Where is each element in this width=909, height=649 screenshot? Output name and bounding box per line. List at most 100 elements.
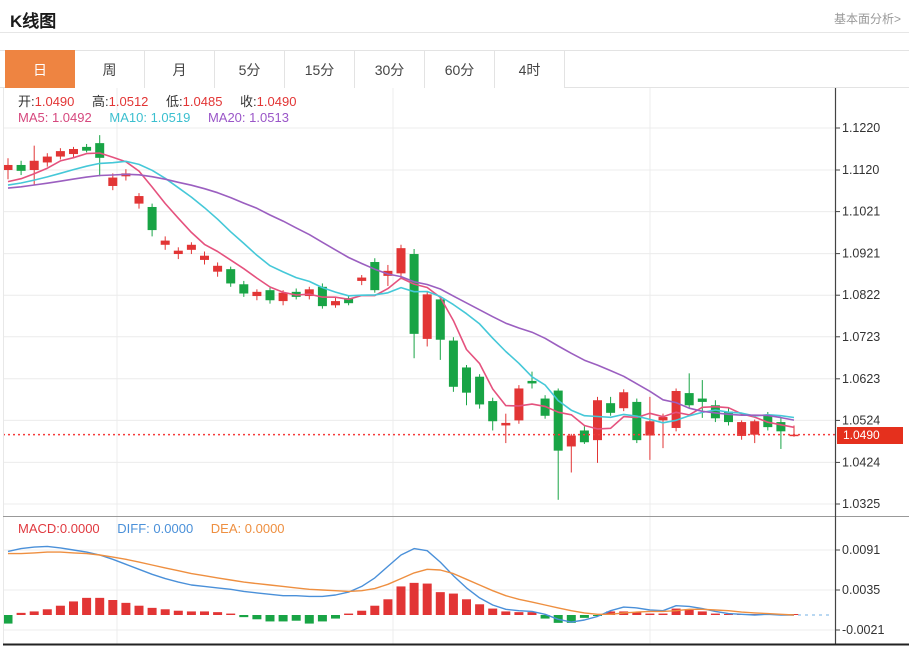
candle-body — [645, 421, 655, 436]
y-axis-label: 1.0524 — [842, 413, 880, 427]
macd-bar — [710, 613, 720, 615]
ma5-line — [7, 152, 795, 430]
chart-area: 1.1220 1.1120 1.1021 1.0921 1.0822 1.0723 1.06… — [0, 87, 909, 649]
candle-body — [632, 401, 642, 441]
macd-bar — [186, 611, 196, 615]
y-axis-label: 1.0325 — [842, 497, 880, 511]
macd-bar — [278, 615, 288, 622]
candle-body — [422, 294, 432, 339]
candle-body — [409, 254, 419, 334]
macd-bar — [29, 611, 39, 615]
macd-bar — [527, 612, 537, 615]
macd-bar — [317, 615, 327, 622]
candle-body — [82, 146, 92, 151]
y-axis-label: 1.1021 — [842, 205, 880, 219]
macd-bar — [3, 615, 13, 624]
candle-body — [42, 156, 52, 163]
macd-bar — [383, 599, 393, 615]
candle-body — [95, 143, 105, 158]
candle-body — [331, 301, 340, 306]
candle-body — [278, 292, 288, 302]
candle-body — [553, 390, 563, 451]
tab-日[interactable]: 日 — [5, 50, 75, 88]
candle-body — [16, 164, 26, 171]
y-axis-label: 0.0091 — [842, 543, 880, 557]
y-axis-label: 1.0723 — [842, 330, 880, 344]
macd-bar — [331, 615, 340, 619]
candle-body — [226, 269, 236, 284]
tab-4时[interactable]: 4时 — [495, 50, 565, 88]
candle-body — [619, 392, 629, 409]
candle-body — [213, 265, 223, 272]
candle-body — [252, 291, 262, 297]
macd-bar — [147, 607, 157, 615]
candle-body — [448, 340, 458, 387]
candle-body — [69, 149, 78, 155]
candle-body — [475, 376, 485, 405]
tab-周[interactable]: 周 — [75, 50, 145, 88]
macd-bar — [173, 610, 183, 615]
tab-15分[interactable]: 15分 — [285, 50, 355, 88]
macd-bar — [357, 610, 367, 615]
macd-bar — [265, 615, 275, 622]
macd-bar — [200, 611, 209, 615]
tab-30分[interactable]: 30分 — [355, 50, 425, 88]
tab-60分[interactable]: 60分 — [425, 50, 495, 88]
y-axis-label: -0.0021 — [842, 623, 884, 637]
macd-bar — [213, 612, 223, 615]
candle-body — [173, 250, 183, 255]
candle-body — [357, 277, 367, 281]
tab-月[interactable]: 月 — [145, 50, 215, 88]
candle-body — [435, 299, 445, 340]
ma10-line — [7, 160, 795, 424]
candle-body — [396, 248, 406, 274]
candle-body — [606, 403, 616, 413]
macd-bar — [632, 612, 642, 615]
macd-bar — [671, 608, 681, 615]
candle-body — [3, 164, 13, 171]
candle-body — [750, 421, 760, 435]
macd-bar — [304, 615, 314, 624]
current-price-badge: 1.0490 — [837, 427, 903, 444]
candle-body — [488, 401, 498, 422]
tab-5分[interactable]: 5分 — [215, 50, 285, 88]
candle-body — [684, 393, 694, 406]
candle-body — [239, 284, 249, 294]
candle-body — [200, 255, 209, 260]
macd-bar — [579, 615, 589, 618]
tab-bar: 日周月 5分 15分 30分 60分 4时 — [0, 50, 909, 88]
macd-bar — [370, 605, 380, 615]
candle-body — [186, 244, 196, 250]
macd-bar — [108, 600, 118, 615]
page-title: K线图 — [10, 12, 57, 31]
candle-body — [265, 290, 275, 301]
macd-bar — [645, 613, 655, 615]
macd-bar — [540, 615, 550, 619]
candle-body — [671, 390, 681, 428]
candle-body — [776, 422, 786, 432]
macd-bar — [55, 605, 65, 615]
macd-bar — [724, 614, 733, 615]
y-axis-label: 1.0623 — [842, 372, 880, 386]
y-axis-label: 0.0035 — [842, 583, 880, 597]
candle-body — [527, 380, 537, 384]
y-axis-label: 1.0921 — [842, 247, 880, 261]
macd-bar — [606, 611, 616, 615]
candle-body — [658, 417, 668, 421]
fundamental-analysis-link[interactable]: 基本面分析> — [833, 12, 901, 26]
candle-body — [344, 298, 354, 304]
y-axis-label: 1.1120 — [842, 163, 879, 177]
macd-bar — [448, 593, 458, 615]
candle-body — [763, 415, 773, 428]
macd-bar — [82, 597, 92, 615]
candle-body — [29, 160, 39, 171]
macd-bar — [488, 608, 498, 615]
candle-body — [514, 388, 524, 421]
macd-bar — [42, 609, 52, 615]
y-axis-label: 1.1220 — [842, 121, 880, 135]
macd-bar — [239, 615, 249, 618]
macd-bar — [226, 613, 236, 615]
macd-bar — [95, 597, 105, 615]
macd-bar — [409, 582, 419, 615]
